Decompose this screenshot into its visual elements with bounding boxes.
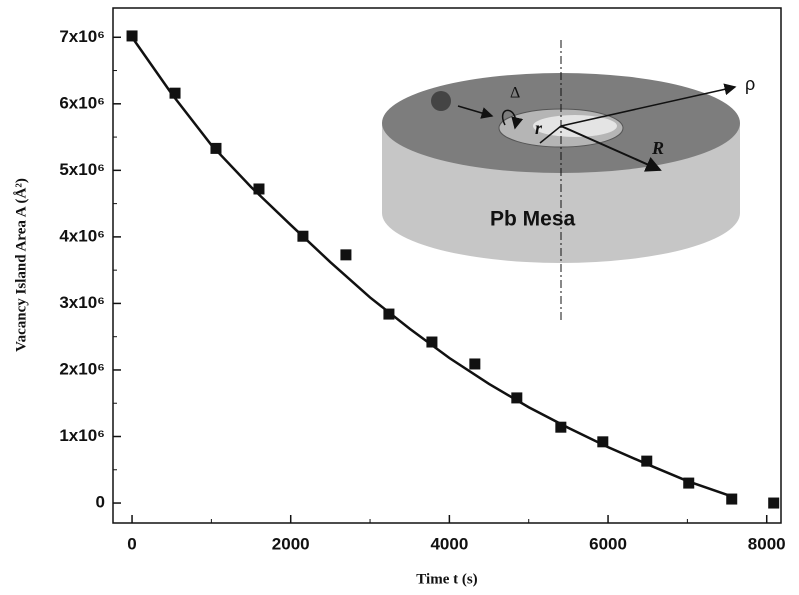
y-tick-label: 5x10⁶	[59, 160, 105, 179]
data-point	[126, 30, 138, 42]
arrow	[457, 105, 494, 119]
y-tick-label: 6x10⁶	[59, 93, 105, 112]
data-point	[511, 392, 523, 404]
data-point	[383, 308, 395, 320]
x-tick-label: 0	[127, 534, 136, 553]
annotation: Pb Mesa	[490, 208, 576, 231]
plot-frame	[112, 7, 782, 524]
annotation: R	[651, 138, 664, 158]
x-tick-label: 2000	[272, 534, 310, 553]
arrow	[502, 109, 524, 130]
y-tick-label: 1x10⁶	[59, 426, 105, 445]
data-point	[169, 87, 181, 99]
x-tick-label: 4000	[430, 534, 468, 553]
data-point	[641, 455, 653, 467]
arrow	[560, 83, 737, 127]
y-tick-label: 3x10⁶	[59, 293, 105, 312]
x-tick-label: 8000	[748, 534, 786, 553]
vacancy-hole	[533, 115, 617, 137]
y-tick-label: 2x10⁶	[59, 359, 105, 378]
inset-diagram: Pb Mesa Δ r R ρ	[382, 40, 755, 322]
data-point	[726, 493, 738, 505]
data-point	[555, 421, 567, 433]
data-point	[683, 477, 695, 489]
data-point	[340, 249, 352, 261]
adatom	[431, 91, 451, 111]
y-tick-label: 4x10⁶	[59, 226, 105, 245]
data-point	[768, 497, 780, 509]
y-tick-label: 7x10⁶	[59, 27, 105, 46]
x-tick-label: 6000	[589, 534, 627, 553]
annotation: Δ	[510, 85, 520, 102]
annotation: r	[535, 118, 543, 138]
arrow	[560, 125, 662, 172]
arrow	[539, 125, 562, 144]
data-point	[253, 183, 265, 195]
y-axis-title: Vacancy Island Area A (Å²)	[13, 178, 29, 352]
annotation: ρ	[745, 74, 755, 94]
y-tick-label: 0	[96, 493, 105, 512]
data-point	[426, 336, 438, 348]
data-point	[597, 436, 609, 448]
x-axis-title: Time t (s)	[416, 571, 477, 587]
data-point	[469, 358, 481, 370]
fit-line	[131, 36, 733, 498]
